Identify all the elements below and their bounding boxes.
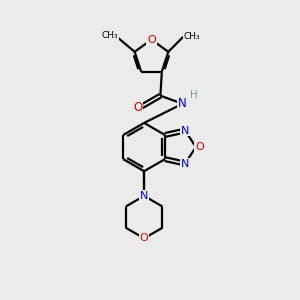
Text: N: N <box>181 126 189 136</box>
Text: O: O <box>133 101 142 114</box>
Text: N: N <box>178 97 187 110</box>
Text: O: O <box>147 34 156 45</box>
Text: CH₃: CH₃ <box>102 31 119 40</box>
Text: N: N <box>181 158 189 169</box>
Text: O: O <box>140 233 148 243</box>
Text: CH₃: CH₃ <box>184 32 200 41</box>
Text: O: O <box>195 142 204 152</box>
Text: H: H <box>190 90 198 100</box>
Text: N: N <box>140 191 148 201</box>
